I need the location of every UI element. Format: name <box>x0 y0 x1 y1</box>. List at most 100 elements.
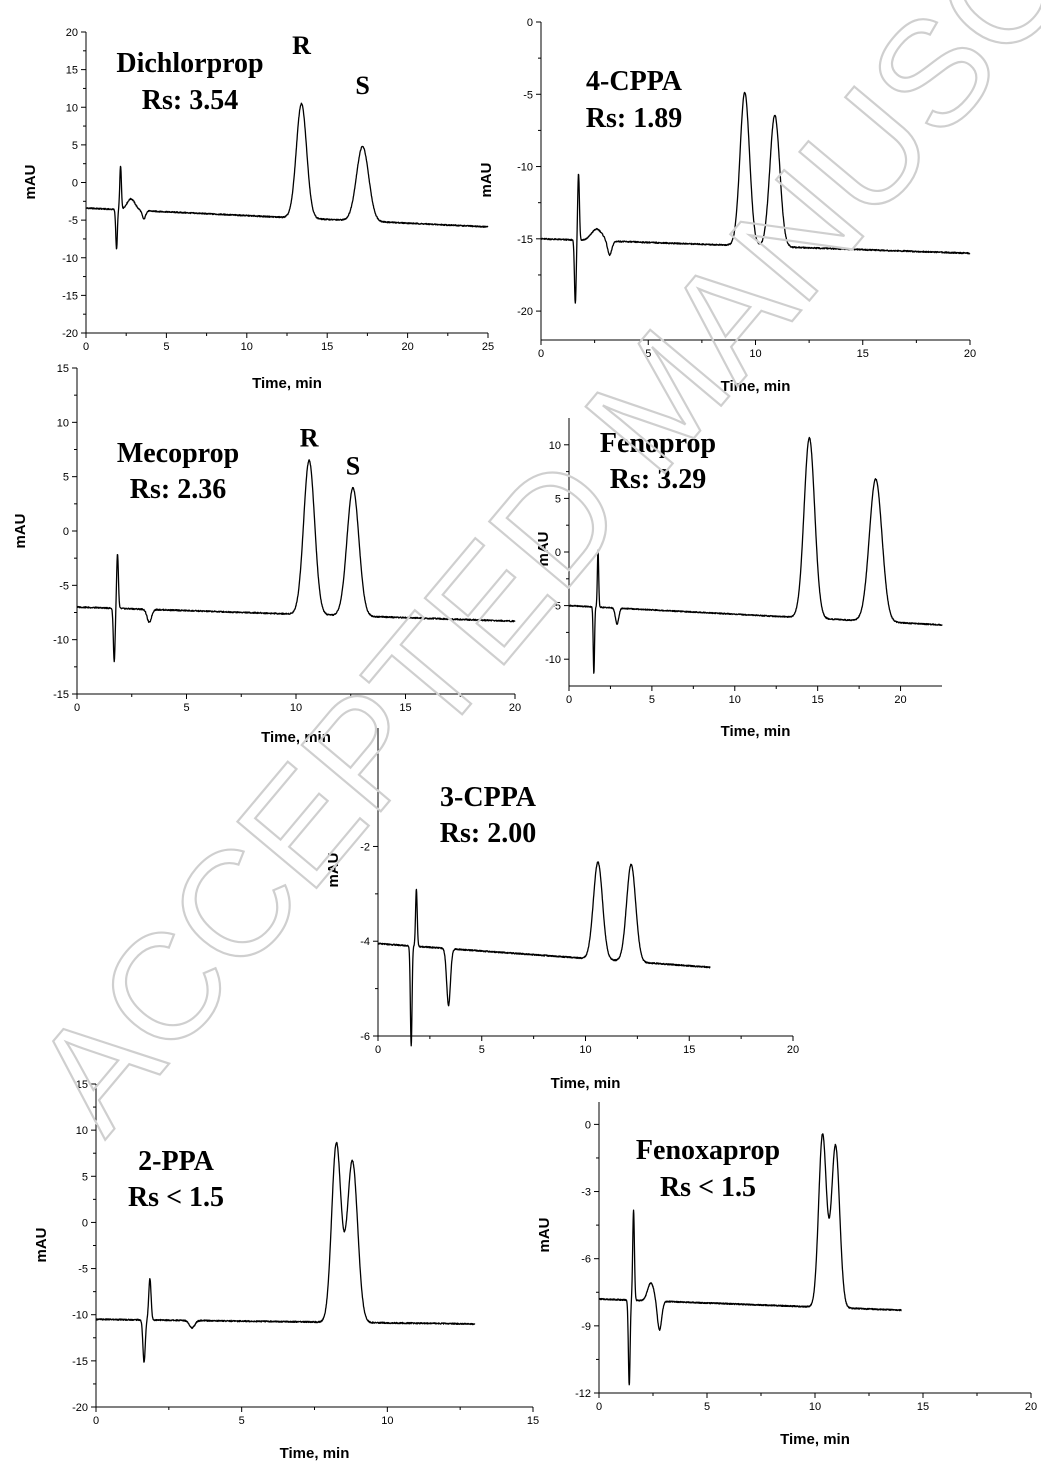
y-tick-label: 0 <box>527 17 533 29</box>
x-tick-label: 5 <box>649 694 655 706</box>
y-tick-label: 5 <box>72 140 78 152</box>
x-tick-label: 20 <box>1025 1401 1037 1413</box>
y-tick-label: -3 <box>581 1187 591 1199</box>
y-axis-label: mAU <box>22 164 39 199</box>
y-tick-label: -5 <box>551 601 561 613</box>
x-tick-label: 15 <box>683 1044 695 1056</box>
chart-panel-4-cppa: 0 5 10 15 20 -20 -15 -10 -5 0 Time, min mAU 4-CPPA Rs… <box>478 17 976 395</box>
y-tick-label: -15 <box>72 1356 88 1368</box>
x-tick-label: 10 <box>749 348 761 360</box>
peak-label-r: R <box>300 423 319 452</box>
y-tick-label: 5 <box>82 1171 88 1183</box>
x-tick-label: 0 <box>83 341 89 353</box>
panels: 0 5 10 15 20 25 -20 -15 -10 -5 0 5 10 15 20 Time, min mA… <box>12 17 1037 1462</box>
y-axis-label: mAU <box>12 513 29 548</box>
y-tick-label: -4 <box>360 936 370 948</box>
y-tick-label: -10 <box>72 1310 88 1322</box>
x-axis-label: Time, min <box>261 729 331 746</box>
chart-panel-dichlorprop: 0 5 10 15 20 25 -20 -15 -10 -5 0 5 10 15 20 Time, min mA… <box>22 27 494 392</box>
y-tick-label: -10 <box>517 162 533 174</box>
x-axis-label: Time, min <box>780 1431 850 1448</box>
x-tick-label: 5 <box>479 1044 485 1056</box>
y-axis-label: mAU <box>33 1227 50 1262</box>
y-tick-label: 15 <box>76 1079 88 1091</box>
x-tick-label: 0 <box>538 348 544 360</box>
y-tick-label: 10 <box>66 102 78 114</box>
x-tick-label: 15 <box>917 1401 929 1413</box>
resolution-label: Rs: 3.54 <box>142 85 238 116</box>
x-axis-label: Time, min <box>551 1075 621 1092</box>
y-tick-label: 10 <box>57 417 69 429</box>
x-tick-label: 0 <box>375 1044 381 1056</box>
x-tick-label: 0 <box>596 1401 602 1413</box>
y-tick-label: 0 <box>82 1217 88 1229</box>
x-tick-label: 10 <box>241 341 253 353</box>
x-tick-label: 15 <box>857 348 869 360</box>
resolution-label: Rs: 2.00 <box>440 818 536 849</box>
y-tick-label: -9 <box>581 1321 591 1333</box>
x-tick-label: 20 <box>787 1044 799 1056</box>
x-axis-label: Time, min <box>721 723 791 740</box>
y-tick-label: -20 <box>72 1402 88 1414</box>
x-tick-label: 5 <box>704 1401 710 1413</box>
compound-name-label: 4-CPPA <box>586 66 683 97</box>
chart-panel-fenoxaprop: 0 5 10 15 20 -12 -9 -6 -3 0 Time, min mAU Fenoxaprop… <box>536 1102 1037 1448</box>
chart-panel-2-ppa: 0 5 10 15 -20 -15 -10 -5 0 5 10 15 Time, min mAU 2-PPA… <box>33 1079 539 1462</box>
x-tick-label: 10 <box>579 1044 591 1056</box>
peak-label-r: R <box>292 31 311 60</box>
compound-name-label: 3-CPPA <box>440 782 537 813</box>
chart-panel-fenoprop: 0 5 10 15 20 -10 -5 0 5 10 Time, min mAU Fenoprop Rs:… <box>535 418 943 740</box>
x-tick-label: 25 <box>482 341 494 353</box>
x-tick-label: 15 <box>527 1415 539 1427</box>
y-tick-label: 0 <box>555 547 561 559</box>
y-tick-label: 0 <box>63 526 69 538</box>
y-tick-label: 5 <box>63 472 69 484</box>
x-axis-label: Time, min <box>721 378 791 395</box>
y-tick-label: -5 <box>523 89 533 101</box>
y-tick-label: -12 <box>575 1388 591 1400</box>
y-tick-label: -15 <box>517 234 533 246</box>
x-tick-label: 20 <box>509 702 521 714</box>
x-tick-label: 10 <box>381 1415 393 1427</box>
y-tick-label: -5 <box>68 215 78 227</box>
x-tick-label: 10 <box>729 694 741 706</box>
chromatogram-trace <box>95 1141 476 1363</box>
y-tick-label: 10 <box>549 440 561 452</box>
y-tick-label: 0 <box>585 1119 591 1131</box>
y-tick-label: 0 <box>72 178 78 190</box>
x-tick-label: 15 <box>812 694 824 706</box>
chromatogram-trace <box>598 1133 902 1386</box>
compound-name-label: Fenoxaprop <box>636 1135 780 1166</box>
x-tick-label: 20 <box>401 341 413 353</box>
peak-label-s: S <box>355 71 369 100</box>
x-tick-label: 5 <box>645 348 651 360</box>
y-tick-label: -15 <box>53 689 69 701</box>
x-tick-label: 0 <box>566 694 572 706</box>
y-tick-label: -10 <box>62 253 78 265</box>
resolution-label: Rs: 2.36 <box>130 474 226 505</box>
y-tick-label: -15 <box>62 290 78 302</box>
x-tick-label: 5 <box>163 341 169 353</box>
y-axis-label: mAU <box>536 1217 553 1252</box>
resolution-label: Rs < 1.5 <box>128 1182 224 1213</box>
chart-panel-3-cppa: 0 5 10 15 20 -6 -4 -2 Time, min mAU 3-CPPA Rs: 2.00 <box>325 728 799 1092</box>
y-tick-label: -5 <box>59 580 69 592</box>
compound-name-label: Dichlorprop <box>116 48 263 79</box>
y-tick-label: -6 <box>360 1031 370 1043</box>
chromatogram-trace <box>76 459 516 663</box>
chromatogram-trace <box>540 91 971 304</box>
y-axis-label: mAU <box>535 531 552 566</box>
x-tick-label: 5 <box>183 702 189 714</box>
x-tick-label: 15 <box>399 702 411 714</box>
y-axis-label: mAU <box>325 852 342 887</box>
y-tick-label: -5 <box>78 1264 88 1276</box>
compound-name-label: 2-PPA <box>138 1146 214 1177</box>
x-tick-label: 10 <box>290 702 302 714</box>
x-tick-label: 5 <box>239 1415 245 1427</box>
y-tick-label: -20 <box>62 328 78 340</box>
y-tick-label: 5 <box>555 493 561 505</box>
chromatogram-trace <box>568 436 943 674</box>
compound-name-label: Mecoprop <box>117 438 239 469</box>
y-tick-label: 20 <box>66 27 78 39</box>
